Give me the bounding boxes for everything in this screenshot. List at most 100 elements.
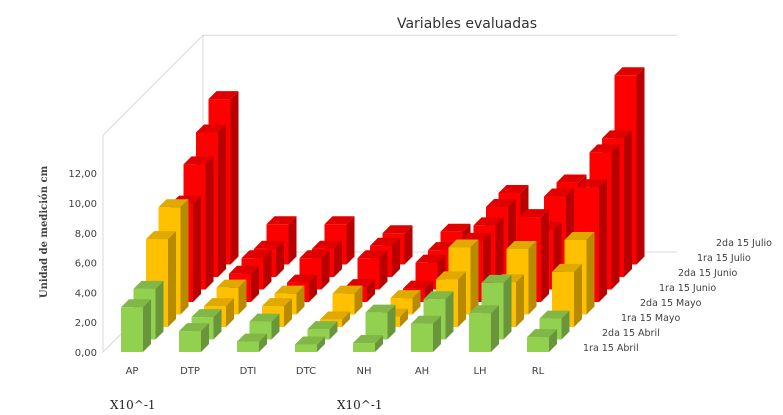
bar-top <box>133 280 164 289</box>
bar-side <box>528 240 537 315</box>
category-label: RL <box>532 366 545 377</box>
bar-side <box>296 285 305 315</box>
bar-top <box>486 198 516 207</box>
bar-side <box>404 225 413 265</box>
bar-side <box>445 291 454 340</box>
bar-side <box>155 280 164 340</box>
bar-side <box>458 271 466 327</box>
bar-front <box>365 312 388 340</box>
category-labels: AP DTP DTI DTC NH AH LH RL <box>126 366 545 377</box>
bar <box>411 315 441 352</box>
y-tick-label: 6,00 <box>75 259 97 270</box>
category-label: NH <box>357 366 372 377</box>
bar-side <box>284 298 292 327</box>
bar-side <box>516 274 524 327</box>
bar-side <box>574 263 582 327</box>
bar-front <box>295 344 317 352</box>
y-tick-label: 4,00 <box>75 288 97 299</box>
bar-side <box>433 315 441 352</box>
bar-top <box>324 216 355 225</box>
y-tick-label: 12,00 <box>68 169 97 180</box>
bar <box>295 336 325 352</box>
y-axis-ticks: 0,00 2,00 4,00 6,00 8,00 10,00 12,00 <box>68 169 97 359</box>
bar <box>332 285 363 315</box>
bar-side <box>599 179 607 302</box>
y-tick-label: 2,00 <box>75 318 97 329</box>
bar <box>527 329 557 352</box>
bar-top <box>423 291 454 300</box>
bar-front <box>237 341 259 352</box>
bar-side <box>213 309 222 340</box>
series-label: 2da 15 Junio <box>678 268 738 279</box>
bar-side <box>342 311 350 327</box>
bar-side <box>400 308 408 327</box>
bar-top <box>415 254 446 263</box>
bar-top <box>254 240 284 249</box>
bar-top <box>519 209 549 218</box>
bar-side <box>276 240 284 277</box>
category-label: LH <box>473 366 486 377</box>
bar-top <box>262 298 292 307</box>
bar-side <box>549 329 557 352</box>
bar-front <box>469 313 491 352</box>
bar-top <box>183 156 214 165</box>
series-label: 1ra 15 Mayo <box>621 313 681 324</box>
bar-top <box>498 184 529 193</box>
bar-side <box>412 290 421 315</box>
series-label: 1ra 15 Julio <box>697 253 751 264</box>
bar-front <box>332 293 355 315</box>
bar-side <box>271 313 280 340</box>
bar-top <box>287 274 317 283</box>
bar-side <box>636 67 645 265</box>
bar-top <box>241 250 272 259</box>
category-label: DTC <box>296 366 316 377</box>
bar-side <box>259 333 267 352</box>
y-axis-label: Unidad de medición cm <box>39 165 50 298</box>
bar-side <box>193 195 201 302</box>
bar-top <box>589 144 620 153</box>
bar-top <box>121 299 151 308</box>
bar-top <box>527 329 557 338</box>
bar-front <box>307 329 330 340</box>
bar-top <box>229 265 259 274</box>
bar-top <box>577 179 607 188</box>
bar-side <box>611 144 620 290</box>
bar-side <box>495 217 504 290</box>
bar-top <box>552 263 582 272</box>
bar-top <box>370 237 400 246</box>
bar-top <box>332 285 363 294</box>
bar-top <box>320 311 350 320</box>
bar <box>307 321 338 340</box>
bar-side <box>180 199 189 315</box>
bar-top <box>436 271 466 280</box>
bar-side <box>387 304 396 340</box>
bar-side <box>238 279 247 315</box>
bar-side <box>392 237 400 277</box>
bar-side <box>354 285 363 315</box>
scale-note-center: X10^-1 <box>337 398 383 412</box>
bar-top <box>237 333 267 342</box>
bar-front <box>527 337 549 352</box>
bar <box>390 290 421 315</box>
bar-top <box>382 225 413 234</box>
bar-front <box>411 323 433 352</box>
bar-top <box>353 335 383 344</box>
category-label: DTI <box>240 366 257 377</box>
bar-top <box>345 279 375 288</box>
bar-top <box>461 232 491 241</box>
series-label: 2da 15 Mayo <box>640 298 702 309</box>
bar-side <box>168 231 176 327</box>
category-label: AH <box>415 366 429 377</box>
bar-front <box>121 307 143 352</box>
bar-top <box>146 231 176 240</box>
bars <box>121 67 645 352</box>
bar-top <box>196 124 226 133</box>
bar-top <box>204 298 234 307</box>
bar-side <box>317 336 325 352</box>
scale-note-left: X10^-1 <box>110 398 156 412</box>
bar-top <box>307 321 338 330</box>
bar-side <box>470 239 479 315</box>
bar <box>365 304 396 340</box>
bar-top <box>403 280 433 289</box>
